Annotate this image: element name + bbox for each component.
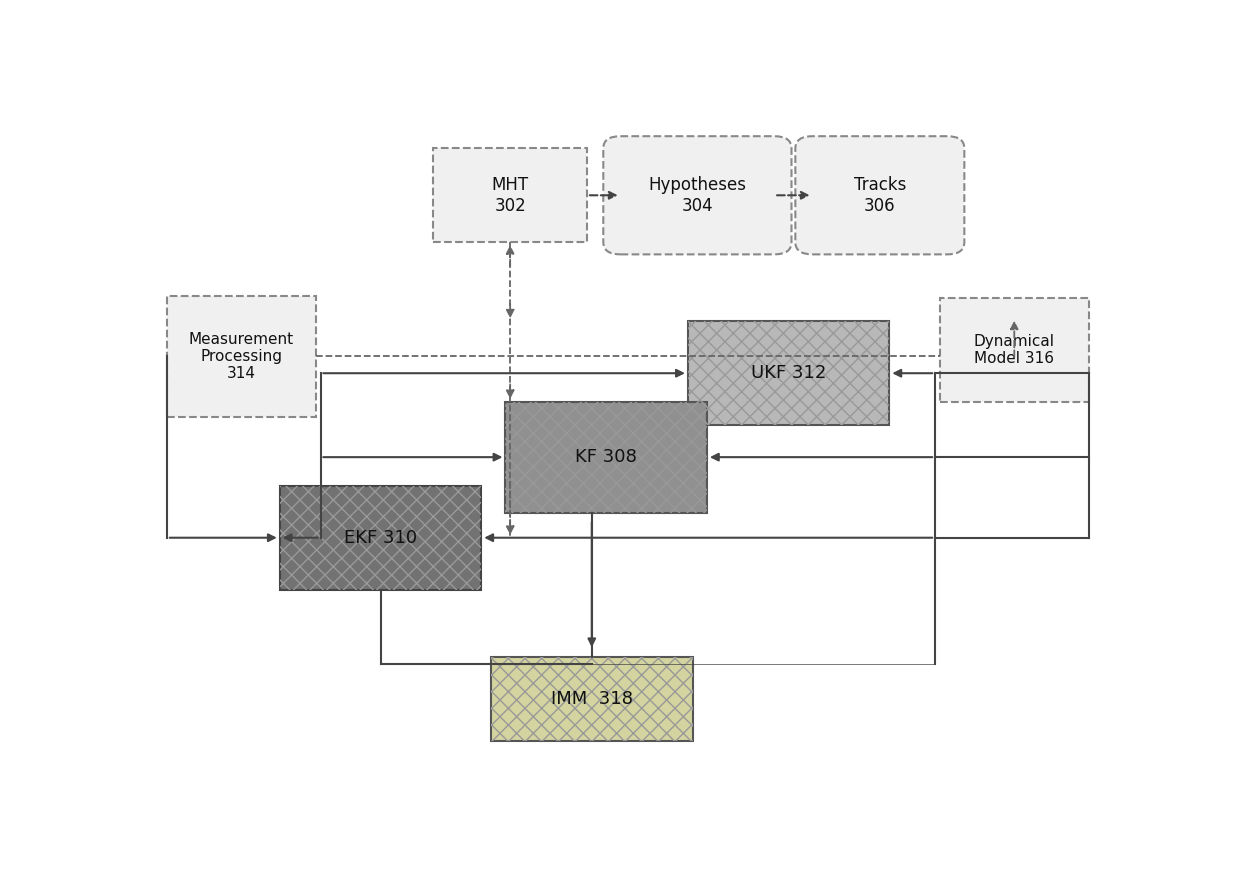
FancyBboxPatch shape <box>167 296 316 417</box>
Text: Measurement
Processing
314: Measurement Processing 314 <box>188 331 294 381</box>
Text: Hypotheses
304: Hypotheses 304 <box>648 176 746 215</box>
FancyBboxPatch shape <box>434 148 587 242</box>
Text: IMM  318: IMM 318 <box>551 690 633 708</box>
FancyBboxPatch shape <box>688 321 890 426</box>
FancyBboxPatch shape <box>280 486 481 589</box>
FancyBboxPatch shape <box>506 402 707 513</box>
Text: Dynamical
Model 316: Dynamical Model 316 <box>974 333 1054 366</box>
FancyBboxPatch shape <box>491 657 693 741</box>
FancyBboxPatch shape <box>603 136 792 255</box>
FancyBboxPatch shape <box>940 297 1089 402</box>
Text: UKF 312: UKF 312 <box>751 364 826 382</box>
Text: MHT
302: MHT 302 <box>492 176 529 215</box>
Text: EKF 310: EKF 310 <box>344 528 418 547</box>
FancyBboxPatch shape <box>795 136 964 255</box>
Text: Tracks
306: Tracks 306 <box>854 176 906 215</box>
Text: KF 308: KF 308 <box>575 448 637 467</box>
